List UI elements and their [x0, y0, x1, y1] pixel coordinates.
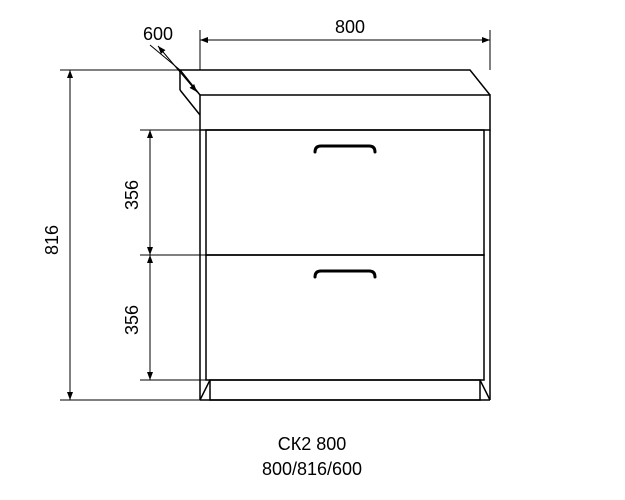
- cabinet-diagram: 800 600 816 356 356 СК2 800 800/816/600: [0, 0, 625, 500]
- drawer-2: [206, 255, 484, 380]
- dim-width-label: 800: [335, 17, 365, 37]
- drawer-1: [206, 130, 484, 255]
- worktop-front: [200, 95, 490, 130]
- dim-drawer2-label: 356: [122, 305, 142, 335]
- handle-2: [315, 271, 375, 277]
- dim-drawer1-label: 356: [122, 180, 142, 210]
- dim-depth-ext-t: [150, 45, 180, 70]
- dim-height-label: 816: [42, 225, 62, 255]
- worktop-back-edge: [180, 70, 490, 95]
- size-label: 800/816/600: [262, 459, 362, 479]
- model-label: СК2 800: [278, 434, 347, 454]
- foot-right: [480, 380, 490, 400]
- dim-depth-label: 600: [143, 24, 173, 44]
- worktop-back-left-bottom: [180, 90, 200, 115]
- plinth: [210, 380, 480, 400]
- foot-left: [200, 380, 210, 400]
- handle-1: [315, 146, 375, 152]
- dim-depth-line: [158, 46, 197, 92]
